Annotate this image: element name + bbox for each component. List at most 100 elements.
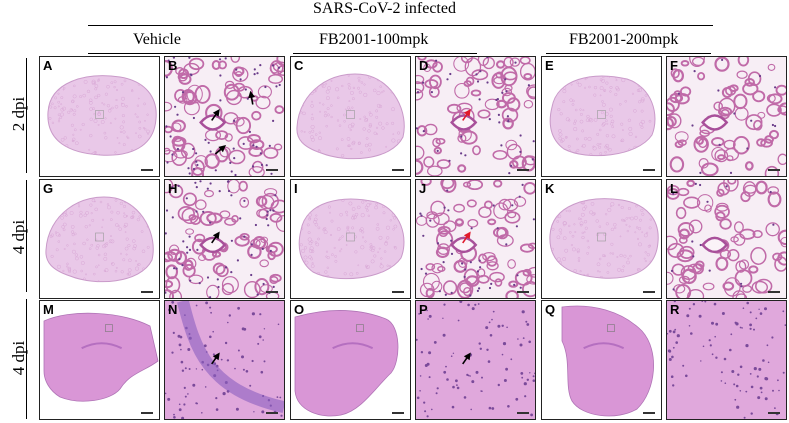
alveolus [523, 181, 535, 195]
alveolus [748, 265, 759, 274]
cell-nucleus [173, 267, 176, 270]
neuron-nucleus [759, 386, 763, 390]
neuron-nucleus [261, 410, 265, 414]
alveolus [522, 281, 535, 298]
neuron-nucleus [242, 368, 245, 371]
neuron-nucleus [756, 375, 759, 378]
alveolus [258, 195, 275, 210]
alveolus [508, 280, 519, 288]
cell-nucleus [769, 190, 772, 194]
neuron-nucleus [209, 335, 212, 339]
alveolus [718, 106, 733, 117]
neuron-nucleus [690, 332, 693, 335]
figure-title: SARS-CoV-2 infected [313, 0, 456, 17]
lung-section-outline [47, 75, 157, 156]
cell-nucleus [251, 165, 255, 168]
alveolus [482, 251, 496, 262]
black-arrow [211, 352, 220, 365]
micrograph-image [47, 75, 157, 156]
cell-nucleus [699, 183, 702, 187]
alveolus [433, 146, 442, 155]
alveolus [667, 96, 680, 112]
cell-nucleus [464, 154, 467, 157]
neuron-nucleus [521, 376, 524, 379]
neuron-nucleus [184, 367, 187, 370]
cell-nucleus [182, 240, 185, 243]
panel-letter: D [419, 58, 429, 73]
neuron-nucleus [715, 356, 718, 359]
alveolus [471, 69, 489, 81]
alveolus [720, 108, 731, 120]
cell-nucleus [177, 184, 180, 187]
alveolus [716, 188, 725, 197]
cell-nucleus [250, 253, 253, 256]
cell-nucleus [498, 121, 501, 124]
alveolus [669, 156, 685, 173]
neuron-nucleus [729, 348, 732, 352]
micrograph-panel-e: E [541, 56, 662, 177]
micrograph-panel-g: G [39, 179, 160, 299]
cell-nucleus [670, 269, 674, 272]
cell-nucleus [497, 113, 500, 116]
alveolus [775, 84, 786, 96]
neuron-nucleus [184, 395, 187, 398]
neuron-nucleus [420, 351, 424, 354]
alveolus [522, 268, 532, 277]
micrograph-image [542, 301, 661, 419]
neuron-nucleus [451, 405, 455, 409]
alveolus [767, 191, 782, 208]
cell-nucleus [672, 192, 675, 195]
neuron-nucleus [416, 396, 420, 400]
neuron-nucleus [203, 344, 207, 348]
alveolus [737, 57, 750, 67]
neuron-nucleus [427, 318, 429, 320]
alveolus [237, 136, 255, 150]
cell-nucleus [532, 218, 535, 221]
alveolus [165, 149, 178, 163]
alveolus [219, 146, 231, 158]
alveolus [178, 73, 192, 85]
alveolus [730, 236, 739, 243]
scale-bar [768, 412, 780, 414]
alveolus [433, 212, 450, 226]
micrograph-panel-i: I [290, 179, 411, 299]
alveolus [165, 147, 171, 155]
cell-nucleus [260, 163, 263, 166]
alveolus [191, 167, 205, 176]
cell-nucleus [476, 289, 479, 292]
neuron-nucleus [222, 392, 226, 396]
neuron-nucleus [195, 402, 198, 405]
cell-nucleus [239, 78, 242, 81]
alveolus [165, 60, 173, 77]
cell-nucleus [186, 251, 189, 254]
cell-nucleus [199, 180, 202, 183]
neuron-nucleus [426, 362, 430, 366]
panel-letter: R [670, 302, 680, 317]
background [667, 301, 786, 419]
alveolus [182, 192, 197, 207]
neuron-nucleus [668, 329, 672, 333]
alveolus [502, 117, 514, 130]
alveolus [527, 86, 535, 100]
cell-nucleus [188, 248, 192, 251]
neuron-nucleus [670, 375, 674, 378]
neuron-nucleus [686, 314, 690, 318]
group-label-100mpk: FB2001-100mpk [319, 31, 429, 48]
cell-nucleus [209, 182, 212, 185]
scale-bar [141, 169, 153, 171]
cell-nucleus [443, 206, 446, 209]
neuron-nucleus [477, 303, 480, 305]
cell-nucleus [505, 243, 508, 246]
alveolus [460, 130, 478, 145]
cell-nucleus [165, 291, 167, 294]
neuron-nucleus [443, 303, 446, 306]
neuron-nucleus [165, 392, 167, 395]
alveolus [437, 243, 450, 255]
row1-bracket [26, 58, 27, 173]
cell-nucleus [444, 293, 447, 296]
alveolus [760, 138, 773, 148]
neuron-nucleus [667, 332, 669, 335]
neuron-nucleus [764, 377, 768, 381]
cell-nucleus [233, 157, 236, 160]
alveolus [431, 263, 444, 274]
